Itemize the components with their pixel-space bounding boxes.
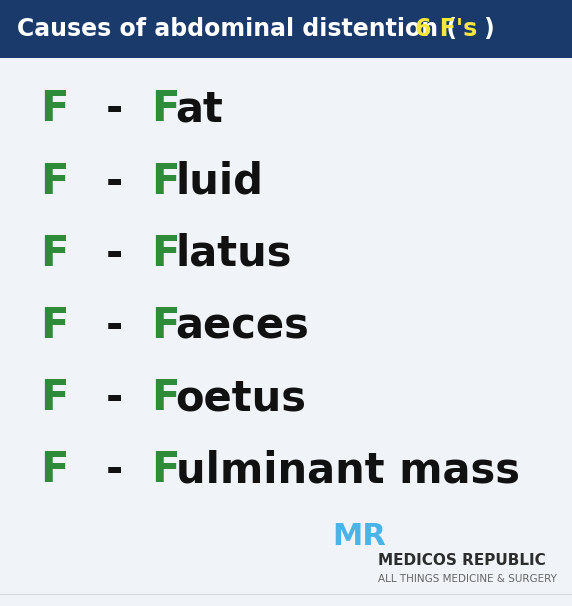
- Text: ALL THINGS MEDICINE & SURGERY: ALL THINGS MEDICINE & SURGERY: [378, 574, 557, 584]
- Text: F: F: [152, 450, 180, 491]
- FancyBboxPatch shape: [0, 0, 572, 58]
- Text: F: F: [152, 233, 180, 275]
- Text: F: F: [40, 450, 69, 491]
- Text: F: F: [152, 305, 180, 347]
- Text: luid: luid: [176, 161, 264, 202]
- Text: -: -: [106, 233, 123, 275]
- Text: Causes of abdominal distention (: Causes of abdominal distention (: [17, 17, 457, 41]
- Text: F: F: [40, 161, 69, 202]
- Text: at: at: [176, 88, 224, 130]
- Text: latus: latus: [176, 233, 292, 275]
- Text: aeces: aeces: [176, 305, 309, 347]
- Text: MEDICOS REPUBLIC: MEDICOS REPUBLIC: [378, 553, 545, 568]
- Text: ulminant mass: ulminant mass: [176, 450, 519, 491]
- Text: F: F: [152, 378, 180, 419]
- Text: -: -: [106, 305, 123, 347]
- Text: -: -: [106, 88, 123, 130]
- Text: F: F: [40, 378, 69, 419]
- Text: F: F: [152, 161, 180, 202]
- Text: 𝗠𝗥: 𝗠𝗥: [332, 522, 386, 551]
- Text: F: F: [40, 305, 69, 347]
- Text: F: F: [152, 88, 180, 130]
- Text: ): ): [483, 17, 494, 41]
- Text: 6 F's: 6 F's: [415, 17, 477, 41]
- Text: oetus: oetus: [176, 378, 307, 419]
- Text: -: -: [106, 161, 123, 202]
- Text: F: F: [40, 88, 69, 130]
- Text: -: -: [106, 450, 123, 491]
- Text: F: F: [40, 233, 69, 275]
- Text: -: -: [106, 378, 123, 419]
